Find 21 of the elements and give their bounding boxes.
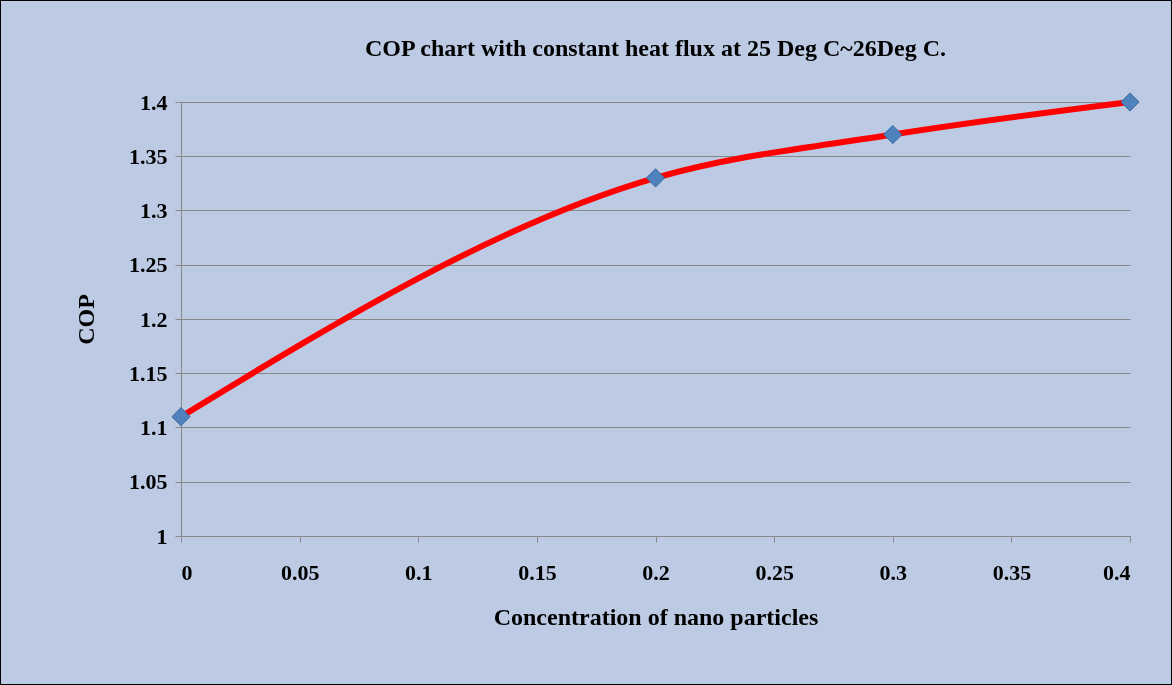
y-tick-label: 1.15 [129,360,168,386]
y-tick-label: 1.05 [129,469,168,495]
y-tick-label: 1.3 [140,198,168,223]
x-tick-label: 0.3 [879,559,907,585]
y-tick-label: 1 [156,523,168,549]
y-tick-label: 1.35 [129,143,168,169]
x-axis-title: Concentration of nano particles [493,603,819,630]
x-tick-label: 0.4 [1103,559,1131,585]
x-tick-label: 0.05 [280,559,320,585]
y-axis-title: COP [73,294,99,345]
y-tick-label: 1.2 [140,306,168,332]
x-tick-label: 0 [181,559,193,585]
x-tick-label: 0.35 [992,559,1032,585]
x-tick-label: 0.2 [642,559,670,585]
y-tick-label: 1.1 [140,415,168,440]
y-tick-label: 1.4 [140,89,168,115]
chart-title: COP chart with constant heat flux at 25 Deg C~26Deg C. [364,34,947,61]
x-tick-label: 0.15 [518,559,557,585]
x-tick-label: 0.25 [755,559,794,585]
x-tick-label: 0.1 [405,559,433,585]
y-tick-label: 1.25 [129,252,168,278]
